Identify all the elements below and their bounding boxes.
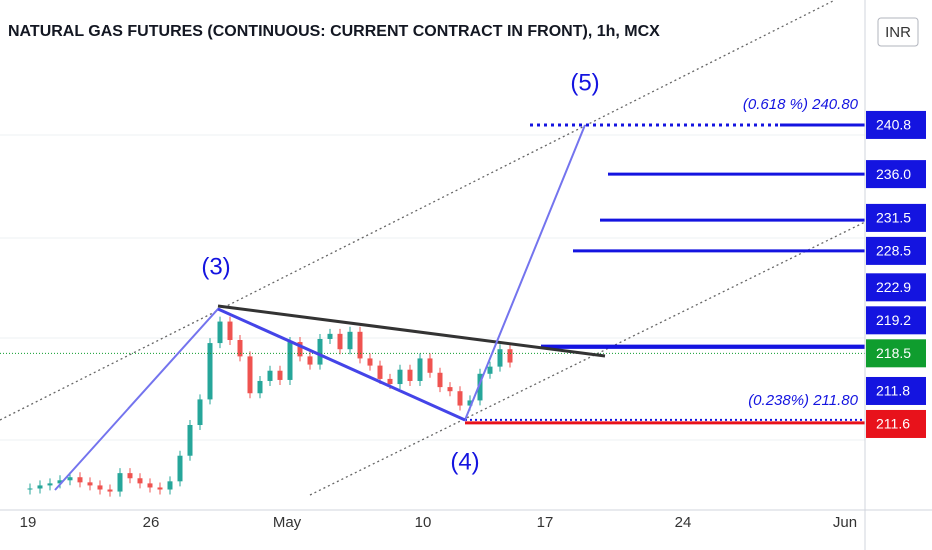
candle xyxy=(447,387,453,392)
x-tick-label: May xyxy=(273,514,302,531)
wave-leg xyxy=(217,307,466,422)
price-axis: 240.8 236.0 231.5 228.5 222.9 219.2 218.5 211.8… xyxy=(866,110,926,438)
annotation: (0.238%) 211.80 xyxy=(748,392,858,409)
candle xyxy=(467,400,473,406)
candle xyxy=(27,488,33,490)
candle xyxy=(57,480,63,484)
candle xyxy=(307,356,313,365)
price-label-box xyxy=(866,273,926,302)
candle xyxy=(77,477,83,483)
candle xyxy=(197,399,203,425)
candle xyxy=(167,481,173,490)
candle xyxy=(337,333,343,350)
price-label: 222.9 xyxy=(876,279,911,295)
candle xyxy=(257,380,263,394)
candle xyxy=(97,485,103,490)
x-tick-label: 24 xyxy=(675,514,692,531)
price-label-box xyxy=(866,339,926,368)
candle xyxy=(377,365,383,379)
x-tick-label: 26 xyxy=(143,514,160,531)
candle xyxy=(407,369,413,381)
candle xyxy=(67,477,73,481)
price-label: 218.5 xyxy=(876,345,911,361)
levels xyxy=(0,123,865,425)
candle xyxy=(117,473,123,492)
trendline xyxy=(217,304,606,358)
candle xyxy=(437,372,443,388)
price-label: 236.0 xyxy=(876,166,911,182)
candle xyxy=(277,370,283,380)
candle xyxy=(487,366,493,374)
candle xyxy=(287,342,293,380)
candle xyxy=(497,349,503,367)
candle xyxy=(397,369,403,385)
wave-label: (3) xyxy=(201,253,230,280)
chart-title: NATURAL GAS FUTURES (CONTINUOUS: CURRENT… xyxy=(8,23,660,40)
price-label: 228.5 xyxy=(876,243,911,259)
candle xyxy=(507,349,513,363)
candle xyxy=(247,356,253,394)
candle xyxy=(107,489,113,492)
price-label: 231.5 xyxy=(876,210,911,226)
price-label-box xyxy=(866,110,926,139)
x-tick-label: Jun xyxy=(833,514,857,531)
price-label: 211.8 xyxy=(876,383,910,399)
channel-lower xyxy=(309,221,866,496)
candle xyxy=(317,338,323,365)
title-bg xyxy=(0,0,620,40)
price-label-box xyxy=(866,160,926,189)
candle xyxy=(237,340,243,357)
grid xyxy=(0,134,865,441)
price-label: 219.2 xyxy=(876,312,911,328)
candles xyxy=(27,316,513,497)
candle xyxy=(367,358,373,366)
candle xyxy=(207,343,213,400)
currency-button[interactable] xyxy=(877,17,919,47)
wave-label: (5) xyxy=(570,69,599,96)
candle xyxy=(357,331,363,359)
candle xyxy=(227,321,233,340)
candle xyxy=(457,391,463,406)
channel-upper xyxy=(0,0,836,421)
annotation: (0.618 %) 240.80 xyxy=(743,96,859,113)
candle xyxy=(477,373,483,401)
candle xyxy=(127,473,133,479)
wave-label: (4) xyxy=(450,448,479,475)
candle xyxy=(87,482,93,486)
candle xyxy=(347,331,353,350)
candle xyxy=(177,455,183,482)
candle xyxy=(297,342,303,357)
candle xyxy=(137,478,143,484)
price-label: 211.6 xyxy=(876,416,910,432)
candle xyxy=(387,378,393,385)
candle xyxy=(47,483,53,486)
x-tick-label: 10 xyxy=(415,514,432,531)
candle xyxy=(157,487,163,490)
price-label-box xyxy=(866,376,926,405)
candle xyxy=(427,358,433,373)
candle xyxy=(417,358,423,381)
candle xyxy=(187,425,193,456)
candle xyxy=(267,370,273,381)
price-label-box xyxy=(866,203,926,232)
price-label-box xyxy=(866,409,926,438)
candle xyxy=(327,333,333,339)
candle xyxy=(37,485,43,489)
candle xyxy=(147,483,153,488)
price-label-box xyxy=(866,236,926,265)
price-label: 240.8 xyxy=(876,117,911,133)
price-label-box xyxy=(866,306,926,335)
x-tick-label: 19 xyxy=(20,514,37,531)
x-tick-label: 17 xyxy=(537,514,554,531)
candle xyxy=(217,321,223,344)
currency-label[interactable]: INR xyxy=(885,24,911,41)
time-axis: 19 26 May 10 17 24 Jun xyxy=(20,514,857,531)
